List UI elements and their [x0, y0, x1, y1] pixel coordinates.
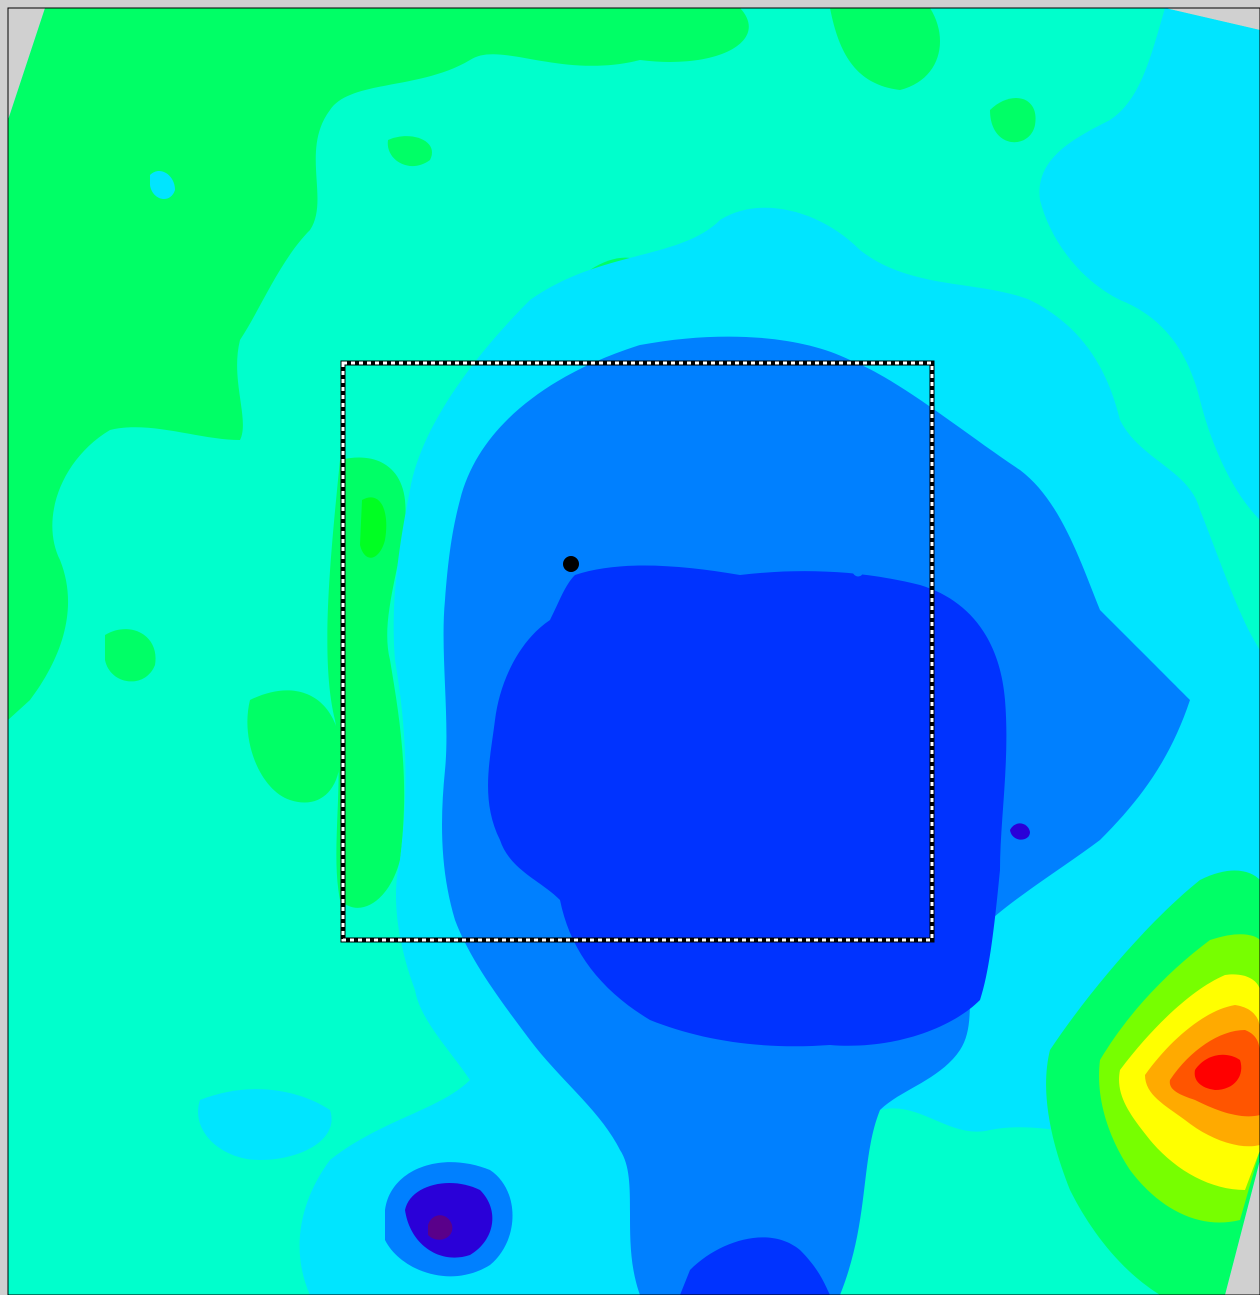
- contour-level-blue-core: [488, 565, 1007, 1047]
- contour-level-purple-pit: [428, 1215, 453, 1240]
- contour-level-green-northwest: [8, 8, 749, 720]
- contour-level-green-islet-a: [205, 260, 236, 285]
- contour-level-red-peak: [1194, 1054, 1242, 1090]
- contour-level-green-west-ridge: [327, 457, 406, 908]
- contour-level-blue-south: [680, 1237, 830, 1295]
- contour-level-cyan-southwest: [198, 1089, 332, 1160]
- contour-level-cyan-northeast: [1039, 8, 1260, 520]
- contour-level-cyan-islet-ne: [1125, 137, 1151, 181]
- contour-level-indigo-islet: [1010, 823, 1030, 840]
- contour-level-green-islet-b: [105, 629, 156, 682]
- map-frame: [7, 7, 1260, 1295]
- selection-box[interactable]: [340, 360, 935, 943]
- contour-level-green-island-2: [387, 136, 432, 167]
- contour-level-cyan-islet-nw: [150, 170, 175, 200]
- contour-level-green-north: [830, 8, 940, 90]
- location-dot-icon[interactable]: [563, 556, 579, 572]
- contour-level-bright-green-streak: [360, 497, 387, 558]
- contour-level-green-west-lobe: [247, 690, 341, 803]
- contour-level-sky-islet: [850, 558, 865, 577]
- contour-level-green-island-1: [990, 98, 1036, 143]
